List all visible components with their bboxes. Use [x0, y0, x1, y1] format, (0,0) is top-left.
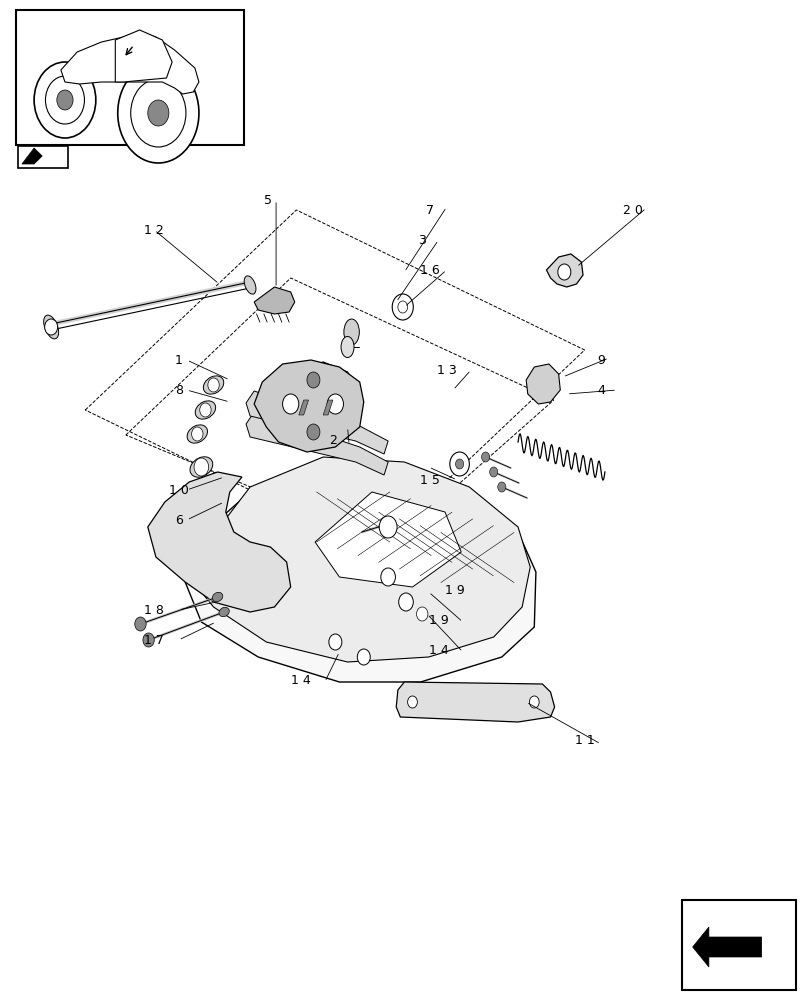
Polygon shape — [254, 360, 363, 452]
Text: 1 1: 1 1 — [574, 734, 594, 746]
Circle shape — [57, 90, 73, 110]
Text: 1 9: 1 9 — [428, 613, 448, 626]
Circle shape — [118, 63, 199, 163]
Ellipse shape — [203, 376, 224, 394]
Polygon shape — [246, 391, 388, 454]
Circle shape — [148, 100, 169, 126]
Ellipse shape — [44, 315, 58, 339]
Polygon shape — [246, 412, 388, 475]
Circle shape — [45, 319, 58, 335]
Polygon shape — [526, 364, 560, 404]
Polygon shape — [258, 362, 359, 447]
Polygon shape — [61, 32, 199, 94]
Ellipse shape — [212, 592, 222, 602]
Circle shape — [489, 467, 497, 477]
Ellipse shape — [190, 457, 212, 477]
Circle shape — [407, 696, 417, 708]
Text: 1 9: 1 9 — [444, 584, 464, 596]
Text: 1 4: 1 4 — [428, 644, 448, 656]
Circle shape — [481, 452, 489, 462]
Text: 1 3: 1 3 — [436, 363, 456, 376]
Ellipse shape — [244, 276, 255, 294]
Circle shape — [328, 634, 341, 650]
Ellipse shape — [195, 401, 216, 419]
Polygon shape — [148, 472, 290, 612]
Polygon shape — [254, 287, 294, 314]
Circle shape — [398, 593, 413, 611]
Ellipse shape — [341, 336, 354, 358]
Text: 6: 6 — [174, 514, 182, 526]
Text: 8: 8 — [174, 383, 182, 396]
Text: 1 2: 1 2 — [144, 224, 164, 236]
Circle shape — [397, 301, 407, 313]
Circle shape — [282, 394, 298, 414]
Circle shape — [392, 294, 413, 320]
Polygon shape — [185, 462, 535, 682]
Text: 1 6: 1 6 — [420, 263, 440, 276]
Text: 5: 5 — [264, 194, 272, 207]
Ellipse shape — [219, 607, 229, 617]
Text: 9: 9 — [596, 354, 604, 366]
Circle shape — [557, 264, 570, 280]
Circle shape — [208, 378, 219, 392]
Polygon shape — [323, 400, 333, 415]
Circle shape — [529, 696, 539, 708]
FancyBboxPatch shape — [681, 900, 795, 990]
Ellipse shape — [187, 425, 208, 443]
Text: 1 7: 1 7 — [144, 634, 164, 647]
Circle shape — [455, 459, 463, 469]
Text: 1 0: 1 0 — [169, 484, 188, 496]
Circle shape — [131, 79, 186, 147]
Circle shape — [307, 424, 320, 440]
Circle shape — [135, 617, 146, 631]
Circle shape — [143, 633, 154, 647]
Text: 2 0: 2 0 — [623, 204, 642, 217]
Polygon shape — [185, 457, 530, 662]
Polygon shape — [22, 148, 42, 164]
Circle shape — [34, 62, 96, 138]
Text: 1 5: 1 5 — [420, 474, 440, 487]
Polygon shape — [692, 927, 761, 967]
Circle shape — [497, 482, 505, 492]
Circle shape — [449, 452, 469, 476]
Polygon shape — [115, 30, 172, 82]
Circle shape — [45, 76, 84, 124]
Circle shape — [194, 458, 208, 476]
Text: 7: 7 — [426, 204, 434, 217]
Circle shape — [416, 607, 427, 621]
FancyBboxPatch shape — [18, 146, 68, 168]
Polygon shape — [396, 682, 554, 722]
Polygon shape — [546, 254, 582, 287]
Circle shape — [307, 372, 320, 388]
Text: 4: 4 — [596, 383, 604, 396]
Text: 1 4: 1 4 — [290, 674, 310, 686]
Circle shape — [357, 649, 370, 665]
Circle shape — [191, 427, 203, 441]
Text: 1 8: 1 8 — [144, 603, 164, 616]
Text: 2: 2 — [328, 434, 337, 446]
Circle shape — [380, 568, 395, 586]
Circle shape — [200, 403, 211, 417]
FancyBboxPatch shape — [16, 10, 243, 145]
Polygon shape — [298, 400, 308, 415]
Text: 1: 1 — [174, 354, 182, 366]
Polygon shape — [315, 492, 461, 587]
Text: 3: 3 — [418, 233, 426, 246]
Ellipse shape — [343, 319, 358, 345]
Circle shape — [379, 516, 397, 538]
Circle shape — [327, 394, 343, 414]
